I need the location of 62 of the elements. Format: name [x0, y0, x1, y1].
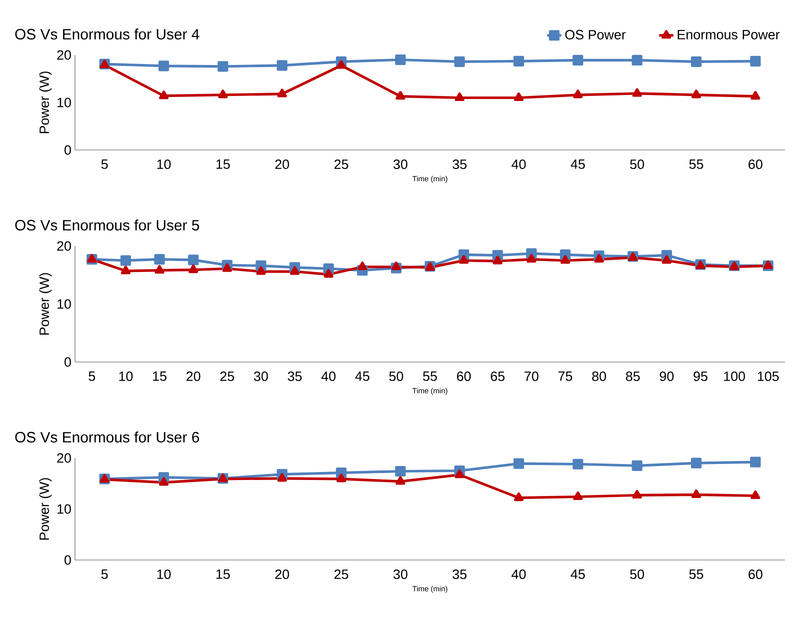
x-tick-label: 85	[626, 372, 640, 382]
x-tick-label: 50	[630, 570, 644, 580]
x-tick-label: 25	[334, 570, 348, 580]
x-tick-label: 20	[186, 372, 200, 382]
legend-label: OS Power	[565, 30, 626, 40]
y-tick-label: 10	[58, 98, 71, 108]
x-tick-label: 10	[157, 570, 171, 580]
x-tick-label: 75	[558, 372, 572, 381]
x-tick-label: 35	[452, 160, 467, 170]
x-tick-label: 20	[275, 570, 290, 580]
x-tick-label: 40	[321, 372, 336, 382]
x-tick-label: 45	[570, 570, 585, 579]
x-tick-label: 60	[748, 570, 762, 580]
x-tick-label: 50	[389, 372, 404, 382]
x-tick-label: 30	[254, 372, 268, 382]
x-tick-label: 65	[490, 372, 505, 382]
chart-title: OS Vs Enormous for User 5	[15, 220, 200, 230]
x-tick-label: 15	[216, 160, 230, 169]
chart-title: OS Vs Enormous for User 4	[15, 28, 200, 40]
x-tick-label: 105	[758, 372, 779, 382]
y-tick-label: 20	[57, 241, 71, 251]
x-tick-label: 60	[457, 372, 471, 382]
x-tick-label: 30	[393, 160, 408, 170]
x-tick-label: 25	[220, 372, 234, 382]
x-tick-label: 70	[524, 372, 538, 382]
x-tick-label: 55	[689, 160, 704, 169]
x-tick-label: 35	[288, 372, 302, 382]
x-tick-label: 15	[153, 372, 166, 381]
x-tick-label: 40	[512, 570, 526, 580]
y-axis-title: Power (W)	[39, 273, 52, 335]
x-tick-label: 5	[88, 372, 96, 381]
x-tick-label: 50	[630, 160, 644, 170]
x-tick-label: 25	[334, 160, 348, 170]
x-tick-label: 10	[157, 160, 171, 170]
x-tick-label: 100	[724, 372, 745, 382]
y-axis-title: Power (W)	[39, 72, 52, 134]
x-tick-label: 5	[101, 160, 108, 169]
x-tick-label: 10	[119, 372, 133, 382]
x-tick-label: 20	[275, 160, 290, 170]
x-tick-label: 40	[512, 160, 526, 170]
x-tick-label: 5	[101, 570, 108, 579]
y-tick-label: 10	[58, 504, 71, 514]
x-tick-label: 45	[570, 160, 585, 169]
x-tick-label: 30	[393, 570, 408, 580]
x-tick-label: 15	[216, 570, 230, 579]
y-tick-label: 20	[57, 50, 71, 60]
y-tick-label: 0	[64, 145, 71, 155]
x-tick-label: 95	[694, 372, 708, 382]
chart-title: OS Vs Enormous for User 6	[15, 432, 200, 442]
x-tick-label: 35	[452, 570, 467, 580]
x-tick-label: 90	[660, 372, 674, 382]
x-tick-label: 55	[689, 570, 704, 579]
y-tick-label: 0	[64, 555, 71, 565]
legend-label: Enormous Power	[678, 30, 780, 40]
y-tick-label: 10	[58, 299, 71, 309]
x-tick-label: 60	[748, 160, 762, 170]
y-tick-label: 20	[57, 453, 71, 463]
y-tick-label: 0	[64, 357, 71, 367]
x-tick-label: 80	[592, 372, 606, 382]
x-tick-label: 55	[423, 372, 437, 381]
x-tick-label: 45	[355, 372, 370, 381]
y-axis-title: Power (W)	[39, 478, 52, 540]
